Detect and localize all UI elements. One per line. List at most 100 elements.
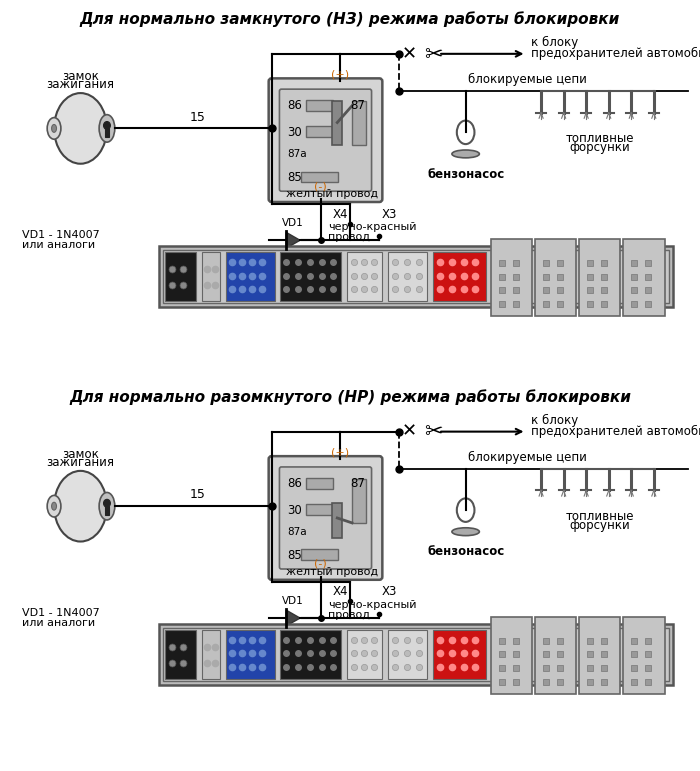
FancyBboxPatch shape bbox=[281, 630, 341, 679]
Text: Для нормально разомкнутого (НР) режима работы блокировки: Для нормально разомкнутого (НР) режима р… bbox=[69, 389, 631, 405]
Text: зажигания: зажигания bbox=[46, 456, 115, 469]
Text: провод: провод bbox=[328, 610, 370, 620]
Ellipse shape bbox=[54, 471, 107, 541]
Ellipse shape bbox=[452, 150, 480, 158]
FancyBboxPatch shape bbox=[225, 252, 274, 301]
Bar bbox=[104, 129, 109, 137]
Bar bbox=[301, 550, 338, 561]
Text: 15: 15 bbox=[190, 110, 206, 123]
Bar bbox=[332, 101, 342, 145]
FancyBboxPatch shape bbox=[269, 79, 382, 202]
Text: 15: 15 bbox=[190, 488, 206, 501]
Text: форсунки: форсунки bbox=[570, 141, 630, 154]
Text: Х4: Х4 bbox=[332, 207, 348, 221]
Bar bbox=[306, 126, 333, 137]
Bar bbox=[332, 503, 342, 537]
Text: ✂: ✂ bbox=[424, 45, 442, 65]
Ellipse shape bbox=[457, 498, 475, 522]
Ellipse shape bbox=[452, 528, 480, 536]
Text: топливные: топливные bbox=[566, 133, 634, 145]
Text: блокируемые цепи: блокируемые цепи bbox=[468, 451, 587, 464]
Text: замок: замок bbox=[62, 70, 99, 83]
Text: зажигания: зажигания bbox=[46, 78, 115, 91]
FancyBboxPatch shape bbox=[624, 617, 664, 694]
Text: 30: 30 bbox=[287, 126, 302, 139]
FancyBboxPatch shape bbox=[536, 617, 576, 694]
FancyBboxPatch shape bbox=[202, 252, 220, 301]
Ellipse shape bbox=[99, 115, 115, 142]
Text: (-): (-) bbox=[314, 559, 327, 569]
Bar bbox=[301, 172, 338, 183]
FancyBboxPatch shape bbox=[433, 252, 486, 301]
Text: 30: 30 bbox=[287, 503, 302, 517]
Text: черно-красный: черно-красный bbox=[328, 222, 417, 232]
Polygon shape bbox=[286, 610, 300, 626]
Text: к блоку: к блоку bbox=[531, 413, 578, 426]
Text: ✂: ✂ bbox=[424, 423, 442, 443]
FancyBboxPatch shape bbox=[347, 630, 382, 679]
Text: VD1 - 1N4007: VD1 - 1N4007 bbox=[22, 608, 99, 618]
Bar bbox=[306, 100, 333, 111]
FancyBboxPatch shape bbox=[433, 630, 486, 679]
Text: Х4: Х4 bbox=[332, 585, 348, 598]
Ellipse shape bbox=[457, 120, 475, 144]
Text: блокируемые цепи: блокируемые цепи bbox=[468, 73, 587, 86]
Text: VD1: VD1 bbox=[282, 218, 304, 228]
Text: ✕: ✕ bbox=[401, 423, 416, 440]
Ellipse shape bbox=[104, 122, 111, 130]
FancyBboxPatch shape bbox=[279, 467, 372, 569]
FancyBboxPatch shape bbox=[163, 628, 669, 681]
Text: к блоку: к блоку bbox=[531, 35, 578, 49]
FancyBboxPatch shape bbox=[389, 630, 428, 679]
Text: 86: 86 bbox=[287, 99, 302, 113]
FancyBboxPatch shape bbox=[580, 617, 620, 694]
Text: 85: 85 bbox=[287, 549, 302, 562]
Ellipse shape bbox=[52, 124, 57, 133]
Text: черно-красный: черно-красный bbox=[328, 600, 417, 610]
FancyBboxPatch shape bbox=[491, 239, 532, 316]
Bar bbox=[306, 478, 333, 489]
Ellipse shape bbox=[52, 502, 57, 510]
Text: предохранителей автомобиля: предохранителей автомобиля bbox=[531, 424, 700, 437]
FancyBboxPatch shape bbox=[347, 252, 382, 301]
Ellipse shape bbox=[54, 93, 107, 163]
FancyBboxPatch shape bbox=[163, 250, 669, 303]
FancyBboxPatch shape bbox=[269, 456, 382, 580]
FancyBboxPatch shape bbox=[159, 624, 673, 685]
Bar bbox=[104, 507, 109, 515]
FancyBboxPatch shape bbox=[491, 617, 532, 694]
Ellipse shape bbox=[99, 493, 115, 520]
Text: бензонасос: бензонасос bbox=[427, 545, 504, 558]
Bar bbox=[306, 504, 333, 515]
Text: Х3: Х3 bbox=[382, 585, 397, 598]
Ellipse shape bbox=[104, 500, 111, 507]
FancyBboxPatch shape bbox=[202, 630, 220, 679]
Text: бензонасос: бензонасос bbox=[427, 167, 504, 180]
Text: VD1 - 1N4007: VD1 - 1N4007 bbox=[22, 231, 99, 241]
Text: провод: провод bbox=[328, 232, 370, 242]
Text: ✕: ✕ bbox=[401, 45, 416, 62]
Text: (-): (-) bbox=[314, 181, 327, 191]
Text: желтый провод: желтый провод bbox=[286, 189, 379, 199]
Ellipse shape bbox=[47, 118, 61, 140]
FancyBboxPatch shape bbox=[159, 246, 673, 307]
FancyBboxPatch shape bbox=[164, 630, 196, 679]
FancyBboxPatch shape bbox=[225, 630, 274, 679]
Text: (+): (+) bbox=[331, 69, 349, 79]
Text: (+): (+) bbox=[331, 447, 349, 457]
Text: VD1: VD1 bbox=[282, 596, 304, 606]
Bar bbox=[352, 479, 365, 523]
FancyBboxPatch shape bbox=[536, 239, 576, 316]
Text: форсунки: форсунки bbox=[570, 519, 630, 532]
Text: предохранителей автомобиля: предохранителей автомобиля bbox=[531, 46, 700, 59]
Bar bbox=[352, 101, 365, 145]
FancyBboxPatch shape bbox=[281, 252, 341, 301]
FancyBboxPatch shape bbox=[389, 252, 428, 301]
FancyBboxPatch shape bbox=[624, 239, 664, 316]
Text: Х3: Х3 bbox=[382, 207, 397, 221]
Text: или аналоги: или аналоги bbox=[22, 618, 95, 628]
Text: 87а: 87а bbox=[287, 149, 307, 159]
Polygon shape bbox=[286, 232, 300, 248]
FancyBboxPatch shape bbox=[164, 252, 196, 301]
FancyBboxPatch shape bbox=[279, 89, 372, 191]
